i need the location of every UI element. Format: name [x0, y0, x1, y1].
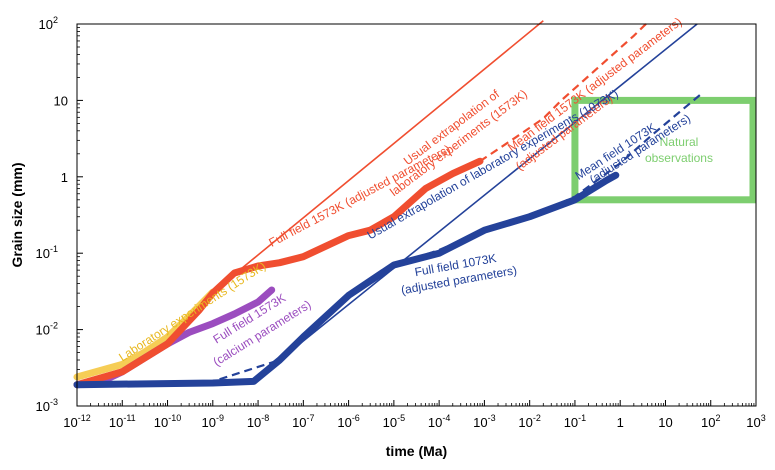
y-tick-label: 10-3 — [36, 397, 58, 414]
x-tick-label: 10-10 — [154, 413, 181, 430]
y-tick-label: 10-2 — [36, 321, 58, 338]
natural-observations-label: observations — [645, 151, 713, 165]
plot-area-frame — [76, 23, 757, 407]
x-tick-label: 102 — [701, 413, 720, 430]
x-tick-label: 10-11 — [109, 413, 136, 430]
natural-observations-layer: Natural observations — [571, 96, 757, 204]
y-axis-title: Grain size (mm) — [9, 162, 25, 267]
series-layer — [73, 20, 702, 389]
annotations-layer: Laboratory experiments (1573K)Usual extr… — [116, 15, 693, 369]
x-axis-title: time (Ma) — [386, 443, 447, 459]
y-tick-label: 10 — [54, 93, 68, 108]
series-line-4 — [212, 20, 544, 293]
natural-observations-label: Natural — [660, 135, 699, 149]
x-tick-label: 10-6 — [337, 413, 359, 430]
x-tick-label: 103 — [746, 413, 765, 430]
x-tick-label: 10-8 — [247, 413, 269, 430]
x-tick-label: 10-5 — [383, 413, 405, 430]
series-line-5 — [73, 171, 620, 389]
y-tick-label: 102 — [39, 15, 58, 32]
ticks-layer: 10-12 10-11 10-10 10-9 10-8 10-7 10-6 10-5 10-4 1… — [36, 15, 766, 430]
x-tick-label: 10-1 — [564, 413, 586, 430]
x-tick-label: 1 — [617, 415, 624, 430]
series-line-6 — [76, 93, 702, 388]
x-tick-label: 10-4 — [428, 413, 450, 430]
y-tick-label: 10-1 — [36, 244, 58, 261]
x-tick-label: 10-7 — [292, 413, 314, 430]
series-line-3 — [479, 21, 649, 163]
y-tick-label: 1 — [61, 170, 68, 185]
series-line-2 — [73, 157, 484, 389]
x-tick-label: 10-2 — [518, 413, 540, 430]
natural-observations-box — [571, 96, 757, 204]
x-tick-label: 10-12 — [63, 413, 90, 430]
x-tick-label: 10-9 — [202, 413, 224, 430]
x-tick-label: 10-3 — [473, 413, 495, 430]
x-tick-label: 10 — [658, 415, 672, 430]
